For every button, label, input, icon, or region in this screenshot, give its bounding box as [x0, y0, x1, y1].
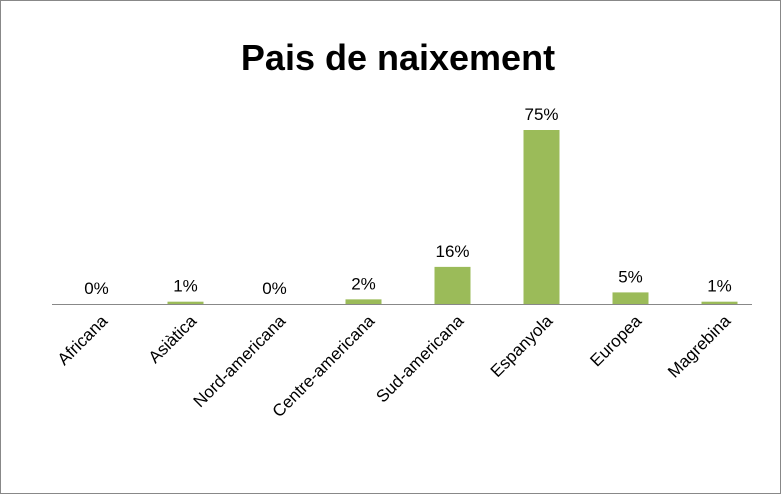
bar	[345, 299, 382, 304]
data-label: 16%	[435, 242, 469, 261]
data-label: 1%	[707, 277, 732, 296]
data-label: 0%	[262, 279, 287, 298]
data-label: 2%	[351, 274, 376, 293]
data-label: 5%	[618, 267, 643, 286]
bar	[612, 292, 649, 304]
data-label: 1%	[173, 277, 198, 296]
data-label: 75%	[524, 105, 558, 124]
bar	[167, 301, 204, 304]
bar	[701, 301, 738, 304]
bar	[523, 130, 560, 304]
bar	[434, 266, 471, 304]
chart-title: Pais de naixement	[241, 37, 555, 78]
data-label: 0%	[84, 279, 109, 298]
